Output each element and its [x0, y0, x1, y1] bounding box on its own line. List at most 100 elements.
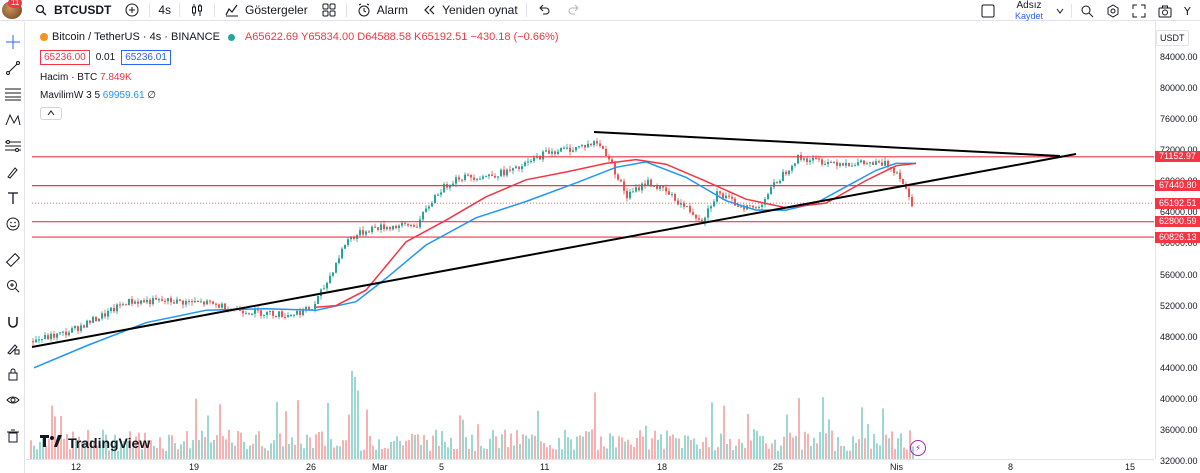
hide-drawings-tool[interactable] [2, 392, 23, 413]
volume-bar [861, 407, 863, 459]
tradingview-logo[interactable]: TradingView [40, 434, 150, 451]
candle-body [731, 196, 733, 199]
candle-body [368, 231, 370, 233]
volume-bar [561, 449, 563, 459]
brush-tool[interactable] [2, 164, 23, 185]
candle-body [299, 310, 301, 316]
volume-bar [165, 450, 167, 459]
volume-bar [192, 440, 194, 459]
candlesticks [32, 138, 913, 346]
candle-body [374, 226, 376, 228]
text-tool[interactable] [2, 190, 23, 211]
candle-body [353, 236, 355, 239]
svg-text:Y: Y [1184, 5, 1191, 18]
currency-selector[interactable]: USDT [1156, 30, 1189, 46]
interval-button[interactable]: 4s [158, 3, 172, 17]
candle-body [428, 206, 430, 209]
redo-button[interactable] [559, 0, 589, 21]
compare-button[interactable] [117, 0, 147, 21]
volume-bar [747, 413, 749, 459]
quick-search-icon[interactable] [1078, 2, 1096, 20]
price-tick: 60000.00 [1160, 238, 1198, 249]
candle-body [113, 307, 115, 312]
candle-body [539, 155, 541, 160]
magnet-tool[interactable] [2, 314, 23, 335]
rewind-icon [420, 1, 438, 19]
camera-icon[interactable] [1156, 2, 1174, 20]
volume-bar [135, 436, 137, 459]
layouts-button[interactable] [314, 0, 344, 21]
forecast-tool[interactable] [2, 138, 23, 159]
buy-price-button[interactable]: 65236.01 [121, 50, 171, 65]
pattern-tool[interactable] [2, 112, 23, 133]
indicators-button[interactable]: Göstergeler [217, 0, 314, 21]
candle-body [725, 195, 727, 199]
undo-button[interactable] [529, 0, 559, 21]
volume-bar [546, 447, 548, 459]
candle-body [467, 174, 469, 176]
lock-drawings-tool[interactable] [2, 366, 23, 387]
fullscreen-icon[interactable] [1130, 2, 1148, 20]
volume-bar [705, 437, 707, 459]
candle-body [821, 159, 823, 165]
legend-title: Bitcoin / TetherUS · 4s · BINANCE [52, 31, 220, 43]
volume-bar [483, 448, 485, 459]
candle-body [620, 179, 622, 182]
candle-body [692, 212, 694, 215]
scroll-to-realtime-button[interactable]: ⚡ [910, 440, 926, 456]
stay-drawing-tool[interactable] [2, 340, 23, 361]
symbol-search[interactable]: BTCUSDT [26, 0, 117, 21]
zoom-tool[interactable] [2, 278, 23, 299]
alarm-button[interactable]: Alarm [349, 0, 414, 21]
remove-drawings-tool[interactable] [2, 428, 23, 449]
trend-line-tool[interactable] [2, 60, 23, 81]
replay-button[interactable]: Yeniden oynat [414, 0, 524, 21]
avatar[interactable]: 11 [0, 0, 26, 21]
crosshair-tool[interactable] [2, 34, 23, 55]
volume-bar [528, 438, 530, 459]
candle-body [212, 301, 214, 304]
time-tick: 15 [1125, 462, 1136, 472]
candle-body [260, 310, 262, 316]
settings-gear-icon[interactable] [1104, 2, 1122, 20]
candle-body [797, 154, 799, 164]
layout-name[interactable]: Adsız Kaydet [1007, 0, 1051, 21]
volume-bar [777, 450, 779, 459]
volume-bar [762, 436, 764, 459]
candle-body [752, 205, 754, 208]
price-chart[interactable] [26, 22, 1154, 459]
top-toolbar: 11 BTCUSDT 4s Göstergeler Alarm [0, 0, 1200, 21]
ma-indicator-legend[interactable]: MavilimW 3 5 69959.61 ∅ [40, 90, 156, 101]
chevron-down-icon[interactable] [1051, 2, 1069, 20]
candle-body [443, 184, 445, 193]
brand-name: TradingView [68, 434, 151, 451]
candle-body [191, 301, 193, 303]
publish-icon[interactable]: Y [1180, 2, 1198, 20]
trend-lines[interactable] [31, 131, 1077, 348]
collapse-legend-button[interactable] [40, 107, 62, 120]
candle-body [407, 223, 409, 226]
layout-square-icon[interactable] [979, 2, 997, 20]
candle-body [740, 206, 742, 208]
sell-price-button[interactable]: 65236.00 [40, 50, 90, 65]
divider [149, 3, 151, 17]
emoji-tool[interactable] [2, 216, 23, 237]
volume-bar [54, 416, 56, 459]
time-axis[interactable]: 12 19 26 Mar 5 11 18 25 Nis 8 15 [26, 459, 1154, 473]
candle-body [335, 263, 337, 273]
tv-logo-icon [40, 434, 64, 451]
candle-body [551, 151, 553, 154]
price-level-label: 60826.13 [1155, 231, 1200, 243]
volume-bar [408, 440, 410, 459]
fib-tool[interactable] [2, 86, 23, 107]
volume-bar [93, 441, 95, 459]
volume-bar [69, 449, 71, 459]
measure-tool[interactable] [2, 252, 23, 273]
candle-body [338, 258, 340, 264]
volume-bar [240, 432, 242, 459]
candle-body [884, 160, 886, 166]
volume-bar [666, 430, 668, 459]
chart-type-button[interactable] [182, 0, 212, 21]
volume-indicator-legend[interactable]: Hacim · BTC 7.849K [40, 72, 132, 83]
volume-bar [342, 440, 344, 459]
